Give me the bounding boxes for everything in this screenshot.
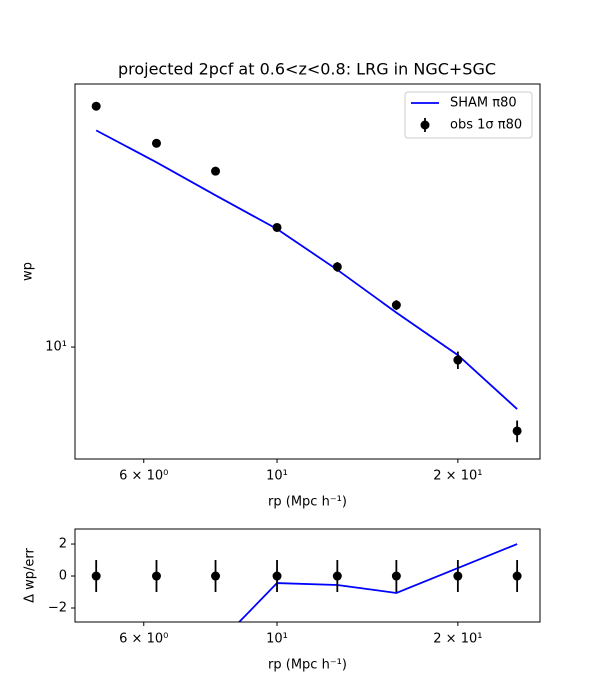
axes-frame: [74, 83, 541, 460]
axes-frame: [74, 528, 541, 623]
x-tick-label: 10¹: [266, 469, 288, 484]
plot-area: [91, 543, 522, 622]
data-point: [272, 222, 282, 232]
data-point: [512, 426, 522, 436]
y-tick-label: 0: [59, 569, 67, 584]
x-tick-label: 2 × 10¹: [433, 632, 482, 647]
data-point: [453, 571, 463, 581]
data-point: [332, 571, 342, 581]
data-point: [391, 571, 401, 581]
x-tick-label: 6 × 10⁰: [119, 469, 168, 484]
y-tick-label: −2: [48, 601, 67, 616]
x-tick-label: 10¹: [266, 632, 288, 647]
data-point: [391, 300, 401, 310]
data-point: [272, 571, 282, 581]
legend-label: SHAM π80: [450, 96, 517, 111]
data-point: [512, 571, 522, 581]
x-axis-label: rp (Mpc h⁻¹): [268, 495, 347, 510]
y-axis-label: Δ wp/err: [23, 547, 38, 602]
data-point: [151, 571, 161, 581]
legend-label: obs 1σ π80: [450, 118, 522, 133]
x-tick-label: 6 × 10⁰: [119, 632, 168, 647]
y-tick-label: 2: [59, 537, 67, 552]
data-point: [211, 571, 221, 581]
data-point: [453, 355, 463, 365]
y-axis-label: wp: [21, 262, 36, 281]
x-axis-label: rp (Mpc h⁻¹): [268, 658, 347, 673]
series-line: [237, 543, 518, 622]
plot-area: [91, 101, 522, 443]
data-point: [332, 262, 342, 272]
data-point: [91, 101, 101, 111]
series-line: [95, 129, 518, 410]
chart-title: projected 2pcf at 0.6<z<0.8: LRG in NGC+…: [118, 60, 496, 79]
data-point: [151, 138, 161, 148]
data-point: [211, 166, 221, 176]
y-tick-label: 10¹: [45, 340, 67, 355]
legend-marker: [420, 120, 430, 130]
data-point: [91, 571, 101, 581]
x-tick-label: 2 × 10¹: [433, 469, 482, 484]
